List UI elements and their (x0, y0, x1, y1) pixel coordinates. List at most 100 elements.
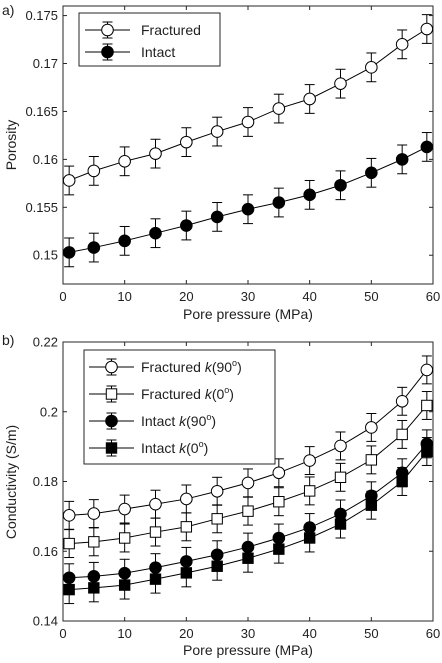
x-tick-label: 30 (241, 289, 255, 304)
series-2 (62, 132, 434, 268)
x-tick-label: 40 (302, 289, 316, 304)
panel-b-label: b) (2, 332, 14, 348)
data-point (334, 178, 347, 192)
data-point (180, 492, 193, 506)
data-point (396, 475, 408, 488)
data-point (88, 582, 100, 594)
x-tick-label: 50 (364, 289, 378, 304)
y-tick-label: 0.175 (25, 8, 58, 23)
data-point (303, 485, 316, 497)
data-point (272, 102, 286, 115)
legend-intact-k0-label: Intact k(0o) (141, 439, 208, 456)
data-point (273, 543, 285, 555)
series-2 (63, 391, 433, 559)
data-point (365, 166, 378, 180)
legend-symbol-3 (89, 412, 134, 430)
x-tick-label: 60 (426, 626, 440, 641)
data-point (303, 532, 316, 544)
data-point (365, 499, 378, 511)
panel-b-legend: Fractured k(90o) Fractured k(0o) Intact … (83, 349, 276, 465)
x-tick-label: 30 (241, 626, 255, 641)
panel-b-ticks: 0 10 20 30 40 50 60 0.14 0.16 0.18 0.2 0.22 (33, 335, 441, 642)
data-point (118, 154, 131, 168)
panel-a-legend: Fractured Intact (78, 12, 221, 67)
data-point (211, 513, 223, 525)
series-1 (62, 355, 434, 530)
panel-a-series (62, 14, 434, 268)
data-point (180, 135, 193, 149)
legend-fractured-k90-label: Fractured k(90o) (141, 358, 242, 375)
data-point (210, 210, 224, 224)
data-point (365, 61, 378, 74)
legend-intact-label: Intact (141, 44, 175, 60)
data-point (242, 552, 254, 564)
data-point (241, 202, 255, 216)
legend-symbol-2 (85, 43, 130, 61)
data-point (421, 399, 433, 412)
data-point (87, 164, 101, 178)
data-point (63, 537, 75, 550)
legend-symbol-4 (89, 439, 134, 457)
legend-symbol-1 (89, 358, 134, 376)
data-point (180, 219, 193, 232)
y-tick-label: 0.17 (33, 56, 58, 71)
data-point (241, 115, 255, 129)
x-tick-label: 10 (117, 289, 131, 304)
legend-marker (105, 442, 118, 454)
panel-b-ylabel: Conductivity (S/m) (3, 425, 19, 539)
data-point (118, 502, 131, 516)
y-tick-label: 0.155 (25, 200, 58, 215)
panel-a-xlabel: Pore pressure (MPa) (183, 306, 313, 322)
data-point (149, 526, 162, 538)
data-point (421, 445, 433, 458)
data-point (334, 518, 347, 530)
legend-marker (101, 45, 114, 59)
legend-marker (105, 414, 118, 428)
x-tick-label: 0 (59, 626, 66, 641)
data-point (272, 466, 286, 480)
data-point (273, 496, 285, 508)
data-point (303, 188, 316, 202)
data-point (303, 92, 316, 106)
data-point (395, 394, 409, 408)
data-point (242, 505, 254, 517)
panel-a-ticks: 0 10 20 30 40 50 60 0.15 0.155 0.16 0.165 0.17 0.175 (25, 6, 440, 304)
data-point (395, 38, 409, 51)
panel-a-ylabel: Porosity (3, 120, 19, 171)
data-point (62, 174, 76, 187)
data-point (396, 428, 408, 441)
x-tick-label: 0 (59, 289, 66, 304)
data-point (149, 573, 162, 585)
x-tick-label: 20 (179, 289, 193, 304)
legend-symbol-1 (85, 21, 130, 39)
data-point (62, 246, 76, 259)
legend-marker (101, 23, 114, 37)
data-point (62, 509, 76, 522)
y-tick-label: 0.15 (33, 248, 58, 263)
data-point (334, 471, 347, 484)
data-point (420, 140, 434, 154)
data-point (180, 567, 193, 579)
panel-b: b) 0 10 20 30 40 50 60 0.14 0.16 0.18 0.2 0.22 Frac… (2, 332, 440, 658)
data-point (395, 153, 409, 166)
data-point (420, 22, 434, 36)
legend-marker (105, 360, 118, 374)
data-point (87, 241, 101, 254)
y-tick-label: 0.18 (33, 474, 58, 489)
legend-marker (105, 388, 118, 400)
data-point (420, 363, 434, 377)
x-tick-label: 50 (364, 626, 378, 641)
data-point (118, 579, 131, 591)
data-point (149, 226, 162, 240)
data-point (211, 560, 223, 572)
data-point (118, 532, 131, 544)
data-point (88, 536, 100, 548)
data-point (365, 421, 378, 434)
panel-a-label: a) (2, 2, 14, 18)
y-tick-label: 0.165 (25, 104, 58, 119)
data-point (365, 454, 378, 466)
y-tick-label: 0.16 (33, 152, 58, 167)
data-point (241, 476, 255, 490)
series-1 (62, 14, 434, 196)
